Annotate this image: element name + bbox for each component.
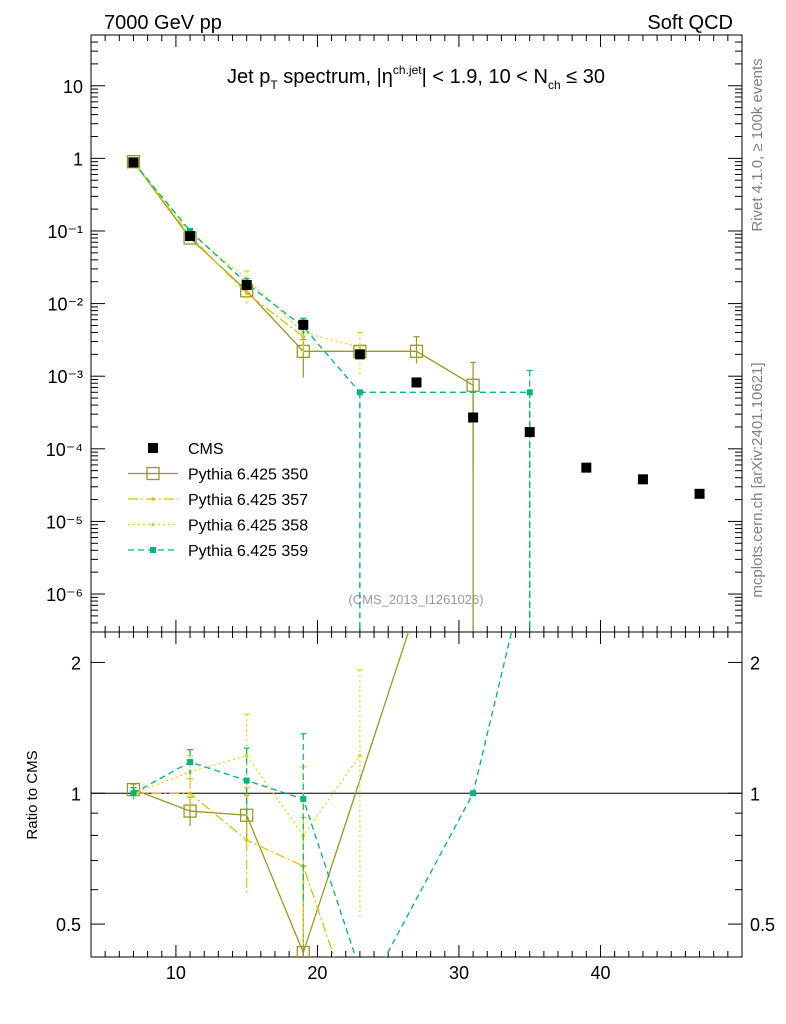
ratio-ylabel: Ratio to CMS (24, 750, 41, 839)
cms-point (185, 231, 196, 242)
legend-marker (151, 522, 155, 527)
y-tick-label: 10⁻¹ (47, 222, 83, 242)
title-part-1-sub: T (270, 78, 278, 92)
x-tick-label: 40 (590, 963, 610, 983)
ratio-6425358-marker (358, 753, 362, 758)
ratio-6425359-marker (130, 790, 137, 797)
ratio-6425350-marker (296, 945, 310, 957)
ratio-series-group (126, 632, 513, 957)
header-left: 7000 GeV pp (104, 12, 222, 34)
ratio-6425358-line (133, 754, 361, 837)
ratio-6425359-marker (243, 777, 250, 784)
main-6425358-line (132, 161, 361, 348)
mcplots-label: mcplots.cern.ch [arXiv:2401.10621] (749, 362, 766, 597)
cms-point (298, 319, 309, 330)
y-tick-label: 10⁻⁶ (46, 585, 83, 605)
ratio-plot-area: 10 20 30 40 2 2 1 1 0.5 0.5 (56, 631, 775, 983)
main-6425350-marker (126, 155, 141, 169)
cms-point (241, 280, 252, 291)
legend-marker (151, 497, 155, 501)
main-plot-area: 10 1 10⁻¹ 10⁻² 10⁻³ 10⁻⁴ 10⁻⁵ 10⁻⁶ (46, 34, 743, 633)
x-tick-label: 10 (166, 963, 186, 983)
cms-point (468, 412, 479, 423)
y-tick-label: 10⁻⁵ (46, 512, 83, 532)
main-6425350-marker (466, 378, 480, 392)
y-tick-label: 1 (73, 149, 83, 169)
ratio-6425357-marker (188, 791, 192, 796)
legend-label: Pythia 6.425 357 (188, 492, 308, 509)
legend-label: Pythia 6.425 350 (188, 467, 308, 484)
analysis-watermark: (CMS_2013_I1261026) (348, 592, 483, 607)
cms-point (694, 488, 705, 499)
x-tick-label: 20 (307, 963, 327, 983)
header-right: Soft QCD (647, 12, 733, 34)
ratio-6425359-marker (300, 796, 307, 803)
cms-point (637, 474, 648, 485)
ratio-6425357-marker (244, 838, 249, 842)
main-6425359-marker (356, 389, 363, 396)
main-6425350-marker (409, 344, 424, 358)
main-6425357-line (132, 161, 304, 338)
y-tick-label: 10⁻³ (47, 367, 83, 387)
x-tick-label: 30 (449, 963, 469, 983)
legend-cms-marker (148, 443, 158, 453)
main-6425359-marker (526, 389, 533, 396)
legend: CMS Pythia 6.425 350 Pythia 6.425 357 Pythi… (128, 441, 308, 560)
main-6425357-marker (244, 291, 249, 295)
cms-point (411, 377, 422, 388)
ratio-y-tick-label: 1 (71, 784, 81, 804)
legend-label: CMS (188, 441, 224, 458)
title-part-4: ≤ 30 (561, 66, 605, 88)
cms-point (581, 462, 592, 473)
main-series-group (126, 155, 705, 632)
ratio-y-tick-label-right: 0.5 (750, 915, 775, 935)
ratio-6425359-marker (187, 759, 194, 766)
title-part-2-sup: ch.jet (393, 63, 422, 77)
title-part-1: Jet p (227, 66, 270, 88)
main-title: Jet pT spectrum, |ηch.jet| < 1.9, 10 < N… (227, 63, 605, 92)
main-6425359-marker (187, 227, 194, 234)
y-tick-label: 10⁻² (47, 295, 83, 315)
y-tick-label: 10⁻⁴ (46, 440, 83, 460)
cms-point (354, 349, 365, 360)
ratio-y-tick-label: 2 (71, 653, 81, 673)
title-part-3-sub: ch (548, 78, 561, 92)
y-tick-label: 10 (63, 77, 83, 97)
cms-point (524, 427, 535, 438)
ratio-6425358-marker (244, 753, 249, 758)
ratio-6425359-marker (470, 790, 477, 797)
title-part-2: spectrum, |η (278, 66, 393, 88)
legend-label: Pythia 6.425 359 (188, 543, 308, 560)
rivet-label: Rivet 4.1.0, ≥ 100k events (749, 58, 766, 231)
ratio-y-tick-label: 0.5 (56, 915, 81, 935)
legend-marker (146, 466, 160, 481)
main-6425358-marker (358, 345, 362, 350)
ratio-y-tick-label-right: 2 (750, 653, 760, 673)
title-part-3: | < 1.9, 10 < N (422, 66, 548, 88)
cms-point (128, 157, 139, 168)
ratio-y-tick-label-right: 1 (750, 784, 760, 804)
legend-marker (150, 547, 156, 553)
legend-label: Pythia 6.425 358 (188, 518, 308, 535)
